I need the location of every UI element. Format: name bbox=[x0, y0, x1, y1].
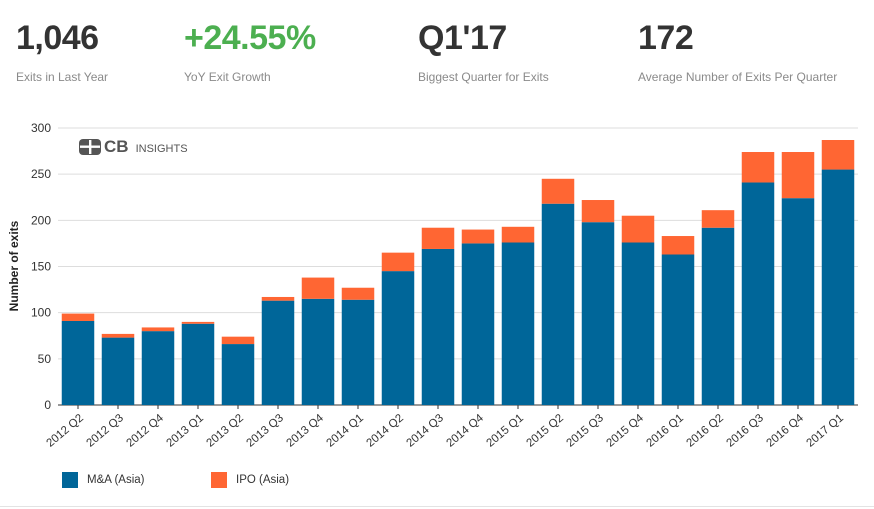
bar-ma-2015-q4[interactable] bbox=[621, 242, 655, 405]
bar-ma-2013-q1[interactable] bbox=[181, 323, 215, 405]
cb-insights-logo: CB INSIGHTS bbox=[79, 137, 188, 156]
bar-ma-2014-q3[interactable] bbox=[421, 248, 455, 405]
kpi-label: Biggest Quarter for Exits bbox=[418, 70, 549, 84]
bar-ma-2012-q4[interactable] bbox=[141, 331, 175, 405]
bar-ipo-2012-q2[interactable] bbox=[61, 313, 95, 321]
x-tick-label: 2013 Q1 bbox=[164, 412, 206, 450]
legend-swatch-ipo bbox=[211, 472, 227, 488]
kpi-biggest-quarter: Q1'17 Biggest Quarter for Exits bbox=[418, 18, 549, 84]
bar-ma-2012-q2[interactable] bbox=[61, 320, 95, 405]
bar-ipo-2016-q1[interactable] bbox=[661, 236, 695, 255]
y-tick-label: 150 bbox=[31, 260, 51, 274]
x-tick-label: 2016 Q1 bbox=[644, 412, 686, 450]
bar-ipo-2014-q2[interactable] bbox=[381, 252, 415, 272]
x-tick-label: 2012 Q4 bbox=[124, 412, 166, 450]
legend-label-ma: M&A (Asia) bbox=[87, 474, 145, 486]
y-tick-label: 300 bbox=[31, 121, 51, 135]
kpi-label: Average Number of Exits Per Quarter bbox=[638, 70, 838, 84]
bar-ipo-2015-q1[interactable] bbox=[501, 226, 535, 243]
bar-ma-2016-q1[interactable] bbox=[661, 254, 695, 405]
x-tick-label: 2014 Q2 bbox=[364, 412, 406, 450]
bar-ipo-2014-q4[interactable] bbox=[461, 229, 495, 244]
x-tick-label: 2016 Q4 bbox=[764, 412, 806, 450]
y-axis-label: Number of exits bbox=[7, 220, 21, 311]
bar-ipo-2015-q3[interactable] bbox=[581, 200, 615, 223]
kpi-yoy-growth: +24.55% YoY Exit Growth bbox=[184, 18, 316, 84]
x-tick-label: 2013 Q3 bbox=[244, 412, 286, 450]
bar-ma-2014-q1[interactable] bbox=[341, 299, 375, 405]
y-tick-label: 50 bbox=[38, 352, 52, 366]
x-tick-label: 2015 Q2 bbox=[524, 412, 566, 450]
bar-ipo-2012-q4[interactable] bbox=[141, 327, 175, 332]
x-tick-label: 2014 Q1 bbox=[324, 412, 366, 450]
bar-ipo-2013-q2[interactable] bbox=[221, 336, 255, 345]
bar-ipo-2013-q3[interactable] bbox=[261, 296, 295, 301]
bar-ipo-2012-q3[interactable] bbox=[101, 333, 135, 338]
x-tick-label: 2017 Q1 bbox=[804, 412, 846, 450]
bar-ma-2014-q2[interactable] bbox=[381, 271, 415, 405]
y-tick-label: 100 bbox=[31, 306, 51, 320]
bar-ma-2012-q3[interactable] bbox=[101, 337, 135, 405]
bar-ipo-2016-q4[interactable] bbox=[781, 152, 815, 199]
bar-ma-2013-q3[interactable] bbox=[261, 300, 295, 405]
kpi-value: Q1'17 bbox=[418, 19, 507, 57]
footer-divider bbox=[0, 506, 874, 507]
bar-ipo-2013-q4[interactable] bbox=[301, 277, 335, 299]
kpi-value: 1,046 bbox=[16, 19, 99, 57]
kpi-label: Exits in Last Year bbox=[16, 70, 109, 84]
kpi-value: +24.55% bbox=[184, 19, 316, 57]
y-tick-label: 200 bbox=[31, 213, 51, 227]
bar-ipo-2016-q3[interactable] bbox=[741, 152, 775, 183]
bar-ma-2016-q2[interactable] bbox=[701, 227, 735, 405]
x-tick-label: 2014 Q4 bbox=[444, 412, 486, 450]
legend-label-ipo: IPO (Asia) bbox=[236, 474, 290, 486]
x-tick-label: 2014 Q3 bbox=[404, 412, 446, 450]
bar-ma-2013-q4[interactable] bbox=[301, 298, 335, 405]
bar-ipo-2014-q3[interactable] bbox=[421, 227, 455, 249]
bar-ma-2017-q1[interactable] bbox=[821, 169, 855, 405]
bar-ipo-2014-q1[interactable] bbox=[341, 287, 375, 300]
x-tick-label: 2012 Q2 bbox=[44, 412, 86, 450]
y-tick-label: 0 bbox=[44, 398, 51, 412]
x-tick-label: 2016 Q2 bbox=[684, 412, 726, 450]
bar-ipo-2013-q1[interactable] bbox=[181, 321, 215, 324]
x-tick-label: 2015 Q4 bbox=[604, 412, 646, 450]
x-tick-label: 2012 Q3 bbox=[84, 412, 126, 450]
kpi-label: YoY Exit Growth bbox=[184, 70, 271, 84]
bar-ipo-2015-q4[interactable] bbox=[621, 215, 655, 243]
gridlines bbox=[58, 127, 858, 406]
bar-ma-2015-q3[interactable] bbox=[581, 222, 615, 405]
bar-ma-2013-q2[interactable] bbox=[221, 344, 255, 405]
bar-ipo-2017-q1[interactable] bbox=[821, 140, 855, 170]
bar-ma-2015-q1[interactable] bbox=[501, 242, 535, 405]
bar-ma-2016-q4[interactable] bbox=[781, 198, 815, 405]
bar-ma-2015-q2[interactable] bbox=[541, 203, 575, 405]
y-tick-label: 250 bbox=[31, 167, 51, 181]
bars bbox=[61, 140, 855, 405]
x-tick-label: 2015 Q1 bbox=[484, 412, 526, 450]
logo-brand: CB bbox=[104, 137, 129, 156]
kpi-exits-last-year: 1,046 Exits in Last Year bbox=[16, 18, 108, 84]
cb-logo-icon bbox=[79, 139, 101, 155]
kpi-average-exits: 172 Average Number of Exits Per Quarter bbox=[638, 18, 837, 84]
svg-text:CB INSIGHTS: CB INSIGHTS bbox=[104, 137, 188, 156]
y-axis-ticks: 0 50 100 150 200 250 300 bbox=[31, 121, 51, 412]
bar-ma-2014-q4[interactable] bbox=[461, 243, 495, 405]
kpi-value: 172 bbox=[638, 19, 694, 57]
x-tick-label: 2013 Q2 bbox=[204, 412, 246, 450]
legend-swatch-ma bbox=[62, 472, 78, 488]
legend-item-ipo[interactable]: IPO (Asia) bbox=[211, 472, 289, 488]
x-tick-label: 2013 Q4 bbox=[284, 412, 326, 450]
bar-ipo-2015-q2[interactable] bbox=[541, 178, 575, 204]
bar-ipo-2016-q2[interactable] bbox=[701, 210, 735, 228]
x-tick-label: 2015 Q3 bbox=[564, 412, 606, 450]
logo-suffix: INSIGHTS bbox=[136, 143, 188, 155]
bar-ma-2016-q3[interactable] bbox=[741, 182, 775, 405]
x-tick-label: 2016 Q3 bbox=[724, 412, 766, 450]
legend-item-ma[interactable]: M&A (Asia) bbox=[62, 472, 145, 488]
